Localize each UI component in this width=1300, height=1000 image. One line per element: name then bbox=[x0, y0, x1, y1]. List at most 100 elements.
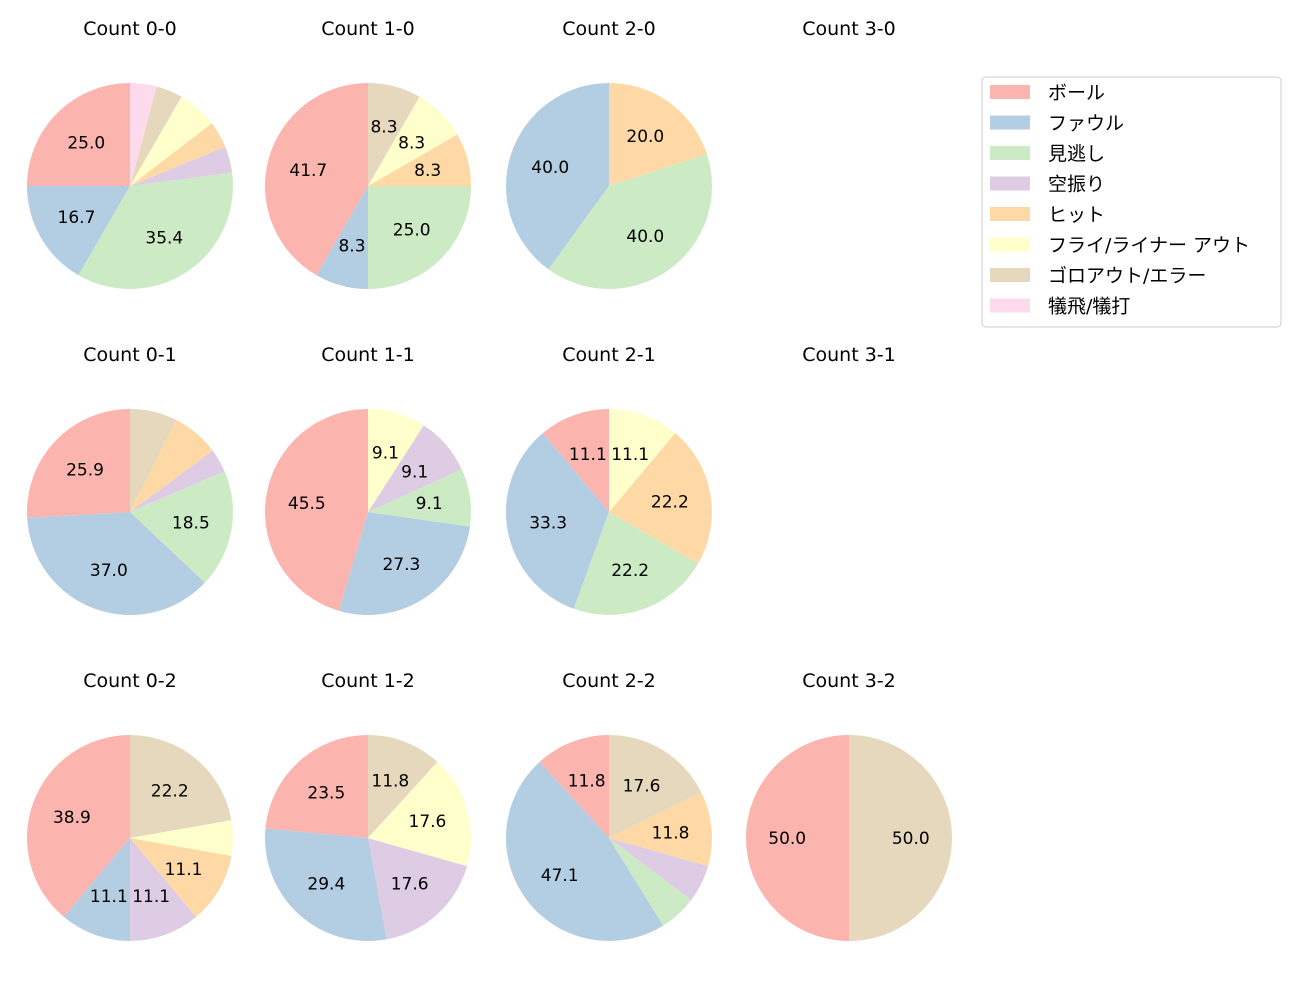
pie-count-0-1: Count 0-1 25.9 37.0 18.5 bbox=[27, 344, 233, 615]
legend-swatch bbox=[990, 146, 1030, 160]
legend-frame bbox=[981, 76, 1282, 328]
pie-slice bbox=[609, 735, 702, 838]
slice-label: 11.1 bbox=[132, 887, 170, 907]
pie-count-3-2: Count 3-2 50.0 50.0 bbox=[746, 670, 952, 941]
slice-label: 41.7 bbox=[289, 161, 327, 181]
slice-label: 29.4 bbox=[307, 875, 345, 895]
slice-label: 8.3 bbox=[414, 161, 441, 181]
legend-label: 犠飛/犠打 bbox=[1048, 296, 1130, 318]
pie-title: Count 2-1 bbox=[562, 344, 656, 366]
slice-label: 11.8 bbox=[371, 771, 409, 791]
pie-title: Count 3-1 bbox=[802, 344, 896, 366]
pie-slice bbox=[27, 409, 130, 518]
pie-slice bbox=[265, 83, 368, 276]
legend-swatch bbox=[990, 268, 1030, 282]
pie-slice bbox=[27, 512, 205, 615]
legend-label: ヒット bbox=[1048, 204, 1105, 226]
pie-count-1-2: Count 1-2 23.5 29.4 17.6 17.6 11.8 bbox=[265, 670, 472, 942]
slice-label: 33.3 bbox=[529, 514, 567, 534]
legend-swatch bbox=[990, 237, 1030, 252]
slice-label: 9.1 bbox=[372, 444, 399, 464]
legend-swatch bbox=[990, 207, 1030, 221]
pie-title: Count 1-2 bbox=[321, 670, 415, 692]
slice-label: 8.3 bbox=[370, 117, 397, 137]
pie-slice bbox=[506, 761, 664, 941]
pie-slice bbox=[609, 409, 676, 512]
pie-slice bbox=[130, 735, 232, 838]
slice-label: 18.5 bbox=[172, 514, 210, 534]
slice-label: 11.1 bbox=[611, 445, 649, 465]
pie-count-3-1: Count 3-1 bbox=[802, 344, 896, 366]
legend-swatch bbox=[990, 85, 1030, 99]
legend-label: ファウル bbox=[1048, 113, 1124, 135]
pie-slice bbox=[609, 838, 692, 926]
legend-label: フライ/ライナー アウト bbox=[1048, 235, 1250, 257]
pie-slice bbox=[609, 83, 707, 186]
pie-count-1-1: Count 1-145.527.39.19.19.1 bbox=[265, 344, 471, 615]
pie-title: Count 1-0 bbox=[321, 18, 415, 40]
pie-slice bbox=[368, 134, 471, 186]
slice-label: 50.0 bbox=[892, 829, 930, 849]
pie-count-0-0: Count 0-0 25.0 16.7 35.4 bbox=[27, 18, 233, 289]
slice-label: 8.3 bbox=[338, 237, 365, 257]
slice-label: 17.6 bbox=[623, 776, 661, 796]
pie-slice bbox=[506, 83, 609, 270]
pie-slice bbox=[609, 792, 713, 867]
pie-slice bbox=[130, 471, 233, 583]
pie-slice bbox=[368, 409, 424, 512]
slice-label: 35.4 bbox=[145, 228, 183, 248]
pie-slice bbox=[130, 123, 226, 186]
pie-slice bbox=[573, 512, 699, 615]
pie-slice bbox=[63, 838, 130, 941]
slice-label: 17.6 bbox=[409, 812, 447, 832]
pie-slice bbox=[368, 186, 471, 289]
pie-slice bbox=[746, 735, 849, 941]
pie-slice bbox=[130, 83, 157, 186]
slice-label: 25.0 bbox=[67, 133, 105, 153]
legend-label: 見逃し bbox=[1048, 143, 1105, 165]
pie-slice bbox=[316, 186, 368, 289]
pie-slice bbox=[368, 96, 458, 186]
pie-slice bbox=[338, 512, 470, 615]
pie-title: Count 2-0 bbox=[562, 18, 656, 40]
pie-title: Count 0-2 bbox=[83, 670, 177, 692]
legend-label: ボール bbox=[1048, 82, 1105, 104]
pie-count-1-0: Count 1-041.78.325.08.38.38.3 bbox=[265, 18, 471, 289]
pie-slice bbox=[130, 146, 233, 186]
pie-count-3-0: Count 3-0 bbox=[802, 18, 896, 40]
slice-label: 11.1 bbox=[165, 860, 203, 880]
pie-count-2-0: Count 2-0 40.0 40.0 20.0 bbox=[506, 18, 712, 289]
pie-slice bbox=[609, 838, 709, 901]
pie-slice bbox=[368, 735, 438, 838]
slice-label: 22.2 bbox=[151, 782, 189, 802]
slice-label: 37.0 bbox=[90, 561, 128, 581]
slice-label: 25.0 bbox=[393, 221, 431, 241]
pie-slice bbox=[609, 433, 713, 564]
slice-label: 47.1 bbox=[541, 866, 579, 886]
pie-title: Count 3-2 bbox=[802, 670, 896, 692]
slice-label: 11.8 bbox=[652, 823, 690, 843]
slice-label: 40.0 bbox=[531, 158, 569, 178]
slice-label: 22.2 bbox=[651, 492, 689, 512]
slice-label: 22.2 bbox=[611, 561, 649, 581]
pie-slice bbox=[130, 450, 225, 512]
legend-swatch bbox=[990, 176, 1030, 191]
pie-title: Count 2-2 bbox=[562, 670, 656, 692]
pie-count-2-1: Count 2-1 11.1 33.3 22.2 22.2 11.1 bbox=[506, 344, 713, 615]
pie-count-0-2: Count 0-238.911.1 11.111.122.2 bbox=[26, 670, 233, 941]
pie-title: Count 3-0 bbox=[802, 18, 896, 40]
slice-label: 11.1 bbox=[90, 887, 128, 907]
slice-label: 23.5 bbox=[307, 783, 345, 803]
pie-slice bbox=[849, 735, 952, 941]
legend-swatch bbox=[990, 115, 1030, 130]
pie-slice bbox=[265, 828, 387, 942]
pie-slice bbox=[130, 409, 177, 512]
pie-slice bbox=[548, 154, 712, 289]
slice-label: 17.6 bbox=[391, 875, 429, 895]
pie-title: Count 0-1 bbox=[83, 344, 177, 366]
legend-swatch bbox=[990, 298, 1030, 313]
pie-slice bbox=[130, 96, 212, 186]
